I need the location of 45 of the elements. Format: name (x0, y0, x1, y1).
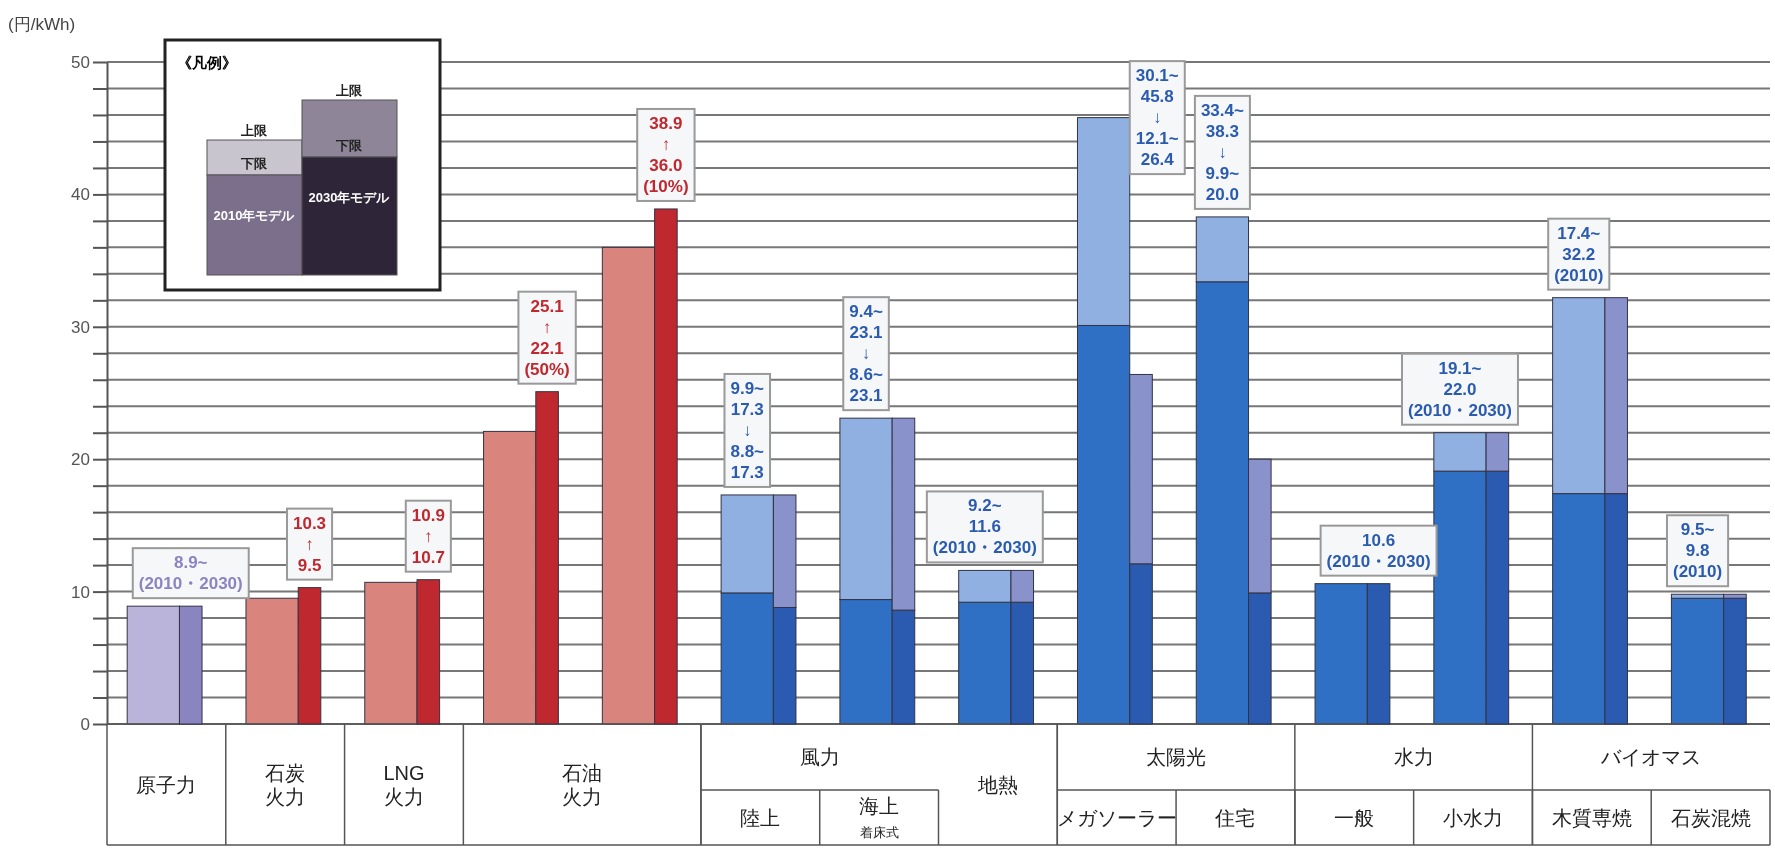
data-label: 10.3 ↑ 9.5 (292, 513, 327, 575)
legend-title: 《凡例》 (177, 54, 237, 71)
annotation: 上限 (240, 123, 268, 138)
annotation: 9.9~ 17.3 ↓ 8.8~ 17.3 (730, 378, 765, 482)
x-tick-label: LNG火力 (383, 761, 425, 808)
x-tick-label: 陸上 (740, 806, 781, 829)
x-tick-label: メガソーラー (1056, 806, 1177, 829)
text: 水力 (1393, 746, 1434, 768)
text: 太陽光 (1146, 746, 1207, 768)
data-label: 38.9 ↑ 36.0 (10%) (643, 113, 689, 196)
annotation: 9.4~ 23.1 ↓ 8.6~ 23.1 (849, 302, 883, 406)
x-tick-label: 海上着床式 (859, 794, 900, 840)
x-tick-label: 石炭混焼 (1670, 806, 1751, 829)
annotation: 19.1~ 22.0 (2010・2030) (1407, 358, 1512, 420)
y-tick-label: 10 (71, 582, 90, 602)
y-tick-label: 20 (71, 450, 90, 470)
annotation: 下限 (240, 156, 268, 171)
x-tick-label: 石油火力 (562, 761, 603, 808)
annotation: 17.4~ 32.2 (2010) (1554, 223, 1604, 285)
data-label: 10.9 ↑ 10.7 (411, 505, 445, 567)
x-tick-label: 原子力 (136, 773, 197, 796)
text: 風力 (799, 746, 840, 768)
annotation: 9.5~ 9.8 (2010) (1672, 520, 1723, 582)
data-label: 10.6 (2010・2030) (1326, 530, 1431, 571)
x-tick-label: 小水力 (1443, 806, 1504, 829)
annotation: 33.4~ 38.3 ↓ 9.9~ 20.0 (1200, 100, 1244, 204)
annotation: 2030年モデル (308, 190, 391, 205)
y-tick-label: 40 (71, 185, 90, 205)
x-tick-label: 石炭火力 (265, 761, 306, 808)
x-tick-label: 木質専焼 (1551, 806, 1632, 829)
x-tick-label: 地熱 (976, 773, 1018, 796)
y-tick-label: 0 (80, 714, 90, 734)
data-label: 25.1 ↑ 22.1 (50%) (524, 296, 570, 379)
x-tick-label: 住宅 (1214, 806, 1256, 829)
annotation: 上限 (335, 83, 363, 98)
annotation: 下限 (335, 138, 363, 153)
annotation: 30.1~ 45.8 ↓ 12.1~ 26.4 (1135, 66, 1179, 170)
data-label: 8.9~ (2010・2030) (138, 553, 243, 594)
text: バイオマス (1600, 746, 1702, 768)
annotation: 2010年モデル (213, 208, 296, 223)
x-tick-label: 一般 (1334, 806, 1375, 829)
y-tick-label: 50 (71, 52, 90, 72)
annotation: 9.2~ 11.6 (2010・2030) (932, 496, 1037, 558)
y-axis-title: (円/kWh) (8, 15, 76, 34)
y-tick-label: 30 (71, 317, 90, 337)
